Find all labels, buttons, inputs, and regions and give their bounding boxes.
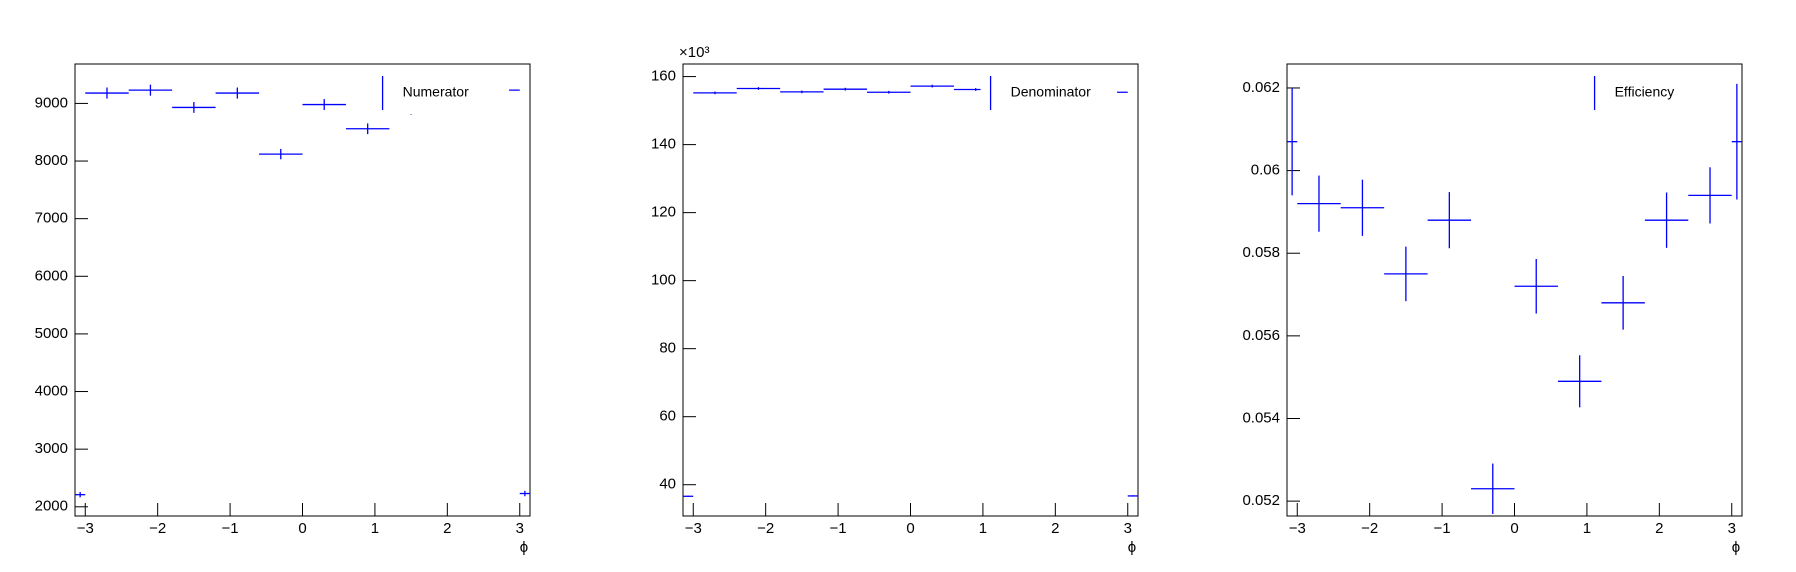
y-tick-label: 2000 [35, 498, 68, 515]
x-axis-label: ϕ [1732, 539, 1740, 556]
y-multiplier: ×10³ [679, 44, 709, 61]
y-tick-label: 60 [659, 408, 676, 425]
x-tick-label: 3 [516, 520, 524, 537]
x-tick-label: 0 [906, 520, 914, 537]
y-tick-label: 0.058 [1242, 244, 1280, 261]
legend-label: Numerator [403, 84, 469, 100]
y-tick-label: 5000 [35, 325, 68, 342]
y-tick-label: 0.052 [1242, 492, 1280, 509]
y-tick-label: 3000 [35, 440, 68, 457]
y-tick-label: 4000 [35, 383, 68, 400]
legend-box [1584, 72, 1722, 114]
y-tick-label: 120 [651, 204, 676, 221]
x-tick-label: −2 [1361, 520, 1378, 537]
x-tick-label: −1 [830, 520, 847, 537]
y-tick-label: 40 [659, 476, 676, 493]
y-tick-label: 0.06 [1251, 162, 1280, 179]
x-tick-label: 3 [1124, 520, 1132, 537]
y-tick-label: 100 [651, 272, 676, 289]
x-tick-label: −2 [757, 520, 774, 537]
y-tick-label: 80 [659, 340, 676, 357]
x-tick-label: −3 [1289, 520, 1306, 537]
y-tick-label: 160 [651, 68, 676, 85]
frame [1286, 63, 1743, 517]
x-tick-label: 1 [371, 520, 379, 537]
y-tick-label: 0.056 [1242, 327, 1280, 344]
x-tick-label: 2 [1655, 520, 1663, 537]
x-tick-label: −2 [149, 520, 166, 537]
y-tick-label: 8000 [35, 152, 68, 169]
y-tick-label: 0.054 [1242, 409, 1280, 426]
x-axis-label: ϕ [1128, 539, 1136, 556]
legend-box [980, 72, 1118, 114]
legend-box [372, 72, 510, 114]
x-tick-label: 3 [1728, 520, 1736, 537]
legend-label: Efficiency [1615, 84, 1675, 100]
frame [74, 63, 531, 517]
x-tick-label: −3 [77, 520, 94, 537]
y-tick-label: 9000 [35, 94, 68, 111]
y-tick-label: 140 [651, 136, 676, 153]
y-tick-label: 7000 [35, 210, 68, 227]
x-tick-label: 2 [443, 520, 451, 537]
frame [682, 63, 1139, 517]
y-tick-label: 0.062 [1242, 79, 1280, 96]
x-axis-label: ϕ [520, 539, 528, 556]
y-tick-label: 6000 [35, 267, 68, 284]
x-tick-label: 1 [1583, 520, 1591, 537]
x-tick-label: 1 [979, 520, 987, 537]
x-tick-label: 0 [298, 520, 306, 537]
x-tick-label: −3 [685, 520, 702, 537]
x-tick-label: 2 [1051, 520, 1059, 537]
x-tick-label: 0 [1510, 520, 1518, 537]
x-tick-label: −1 [1434, 520, 1451, 537]
legend-label: Denominator [1011, 84, 1091, 100]
x-tick-label: −1 [222, 520, 239, 537]
